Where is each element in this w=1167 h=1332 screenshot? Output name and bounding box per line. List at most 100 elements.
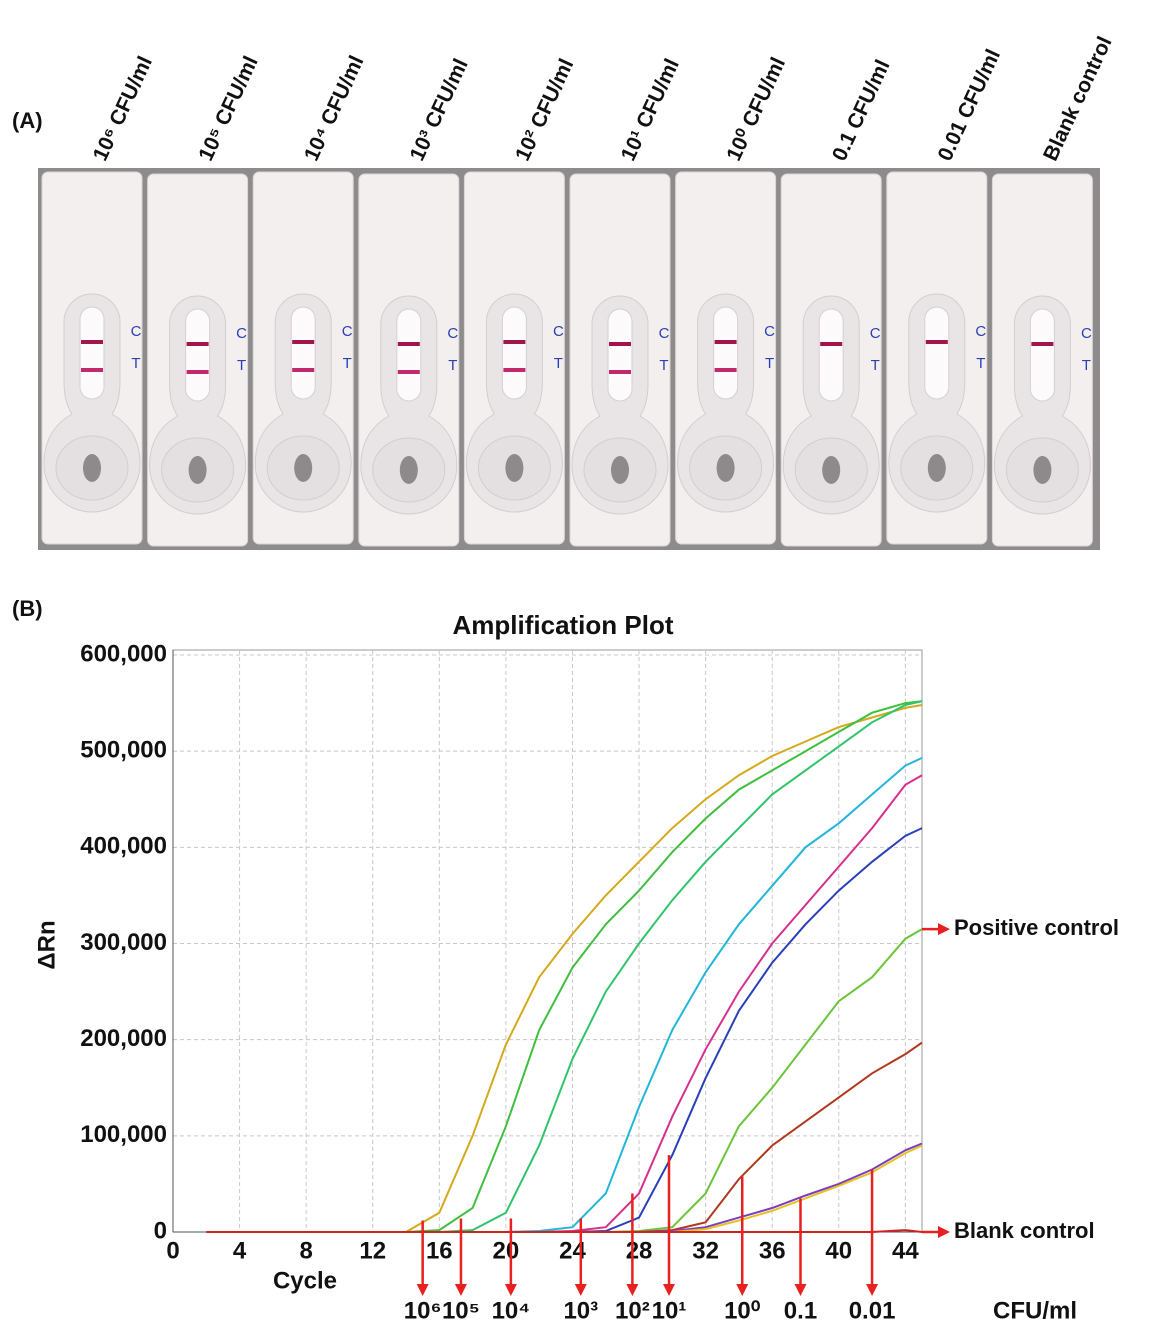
test-line [714,368,737,372]
strip-label: 10⁵ CFU/ml [194,53,262,165]
y-tick-label: 600,000 [80,640,167,667]
control-line [925,340,948,344]
ct-marker-label: 0.01 [849,1297,896,1324]
ct-marker-head [626,1284,639,1296]
ct-marker-head [866,1284,879,1296]
note-label: Blank control [954,1218,1095,1243]
strip-label: 10⁴ CFU/ml [300,52,369,164]
sample-hole [927,454,946,482]
strip-label: 10¹ CFU/ml [617,55,684,164]
test-mark: T [131,355,140,372]
x-tick-label: 32 [692,1237,719,1264]
series-line [206,827,923,1233]
x-axis-label: Cycle [273,1267,337,1294]
x-tick-label: 20 [493,1237,520,1264]
test-mark: T [448,357,457,374]
control-line [292,340,315,344]
test-mark: T [659,357,668,374]
series-line [206,700,923,1233]
sample-hole [716,454,735,482]
x-tick-label: 16 [426,1237,453,1264]
result-slot [607,308,633,402]
x-tick-label: 12 [359,1237,386,1264]
sample-hole [505,454,524,482]
result-slot [290,306,316,400]
test-mark: T [237,357,246,374]
sample-hole [294,454,313,482]
strip-label: 10⁶ CFU/ml [89,53,157,165]
control-line [397,342,420,346]
chart-title: Amplification Plot [453,610,674,640]
test-line [292,368,315,372]
control-mark: C [1081,325,1092,342]
test-strip: CT [675,171,777,545]
y-tick-label: 500,000 [80,737,167,764]
ct-marker-head [736,1284,749,1296]
strip-label: Blank control [1039,33,1117,164]
test-line [503,368,526,372]
ct-marker-label: 10⁵ [442,1297,480,1324]
ct-marker-head [663,1284,676,1296]
sample-hole [1033,456,1052,484]
control-mark: C [447,325,458,342]
result-slot [396,308,422,402]
x-tick-label: 24 [559,1237,586,1264]
test-line [186,370,209,374]
control-mark: C [131,323,142,340]
note-arrow-head [938,923,950,936]
result-slot [924,306,950,400]
control-mark: C [553,323,564,340]
test-mark: T [871,357,880,374]
control-mark: C [975,323,986,340]
test-strip: CT [463,171,565,545]
y-tick-label: 400,000 [80,833,167,860]
ct-marker-label: 10⁰ [724,1297,761,1324]
test-mark: T [976,355,985,372]
y-tick-label: 300,000 [80,929,167,956]
series-line [206,1229,923,1233]
control-mark: C [659,325,670,342]
strip-label: 0.01 CFU/ml [934,46,1006,165]
panel-label: (A) [12,108,43,133]
result-slot [1029,308,1055,402]
result-slot [185,308,211,402]
ct-marker-label: 0.1 [784,1297,817,1324]
y-tick-label: 100,000 [80,1121,167,1148]
result-slot [79,306,105,400]
control-line [609,342,631,346]
strip-label: 10⁰ CFU/ml [722,54,790,164]
test-line [397,370,420,374]
control-line [186,342,209,346]
ct-marker-label: 10¹ [652,1297,687,1324]
test-strip: CT [886,171,988,545]
test-strip: CT [991,173,1093,547]
ct-marker-label: 10² [615,1297,650,1324]
note-label: Positive control [954,915,1119,940]
series-line [206,774,923,1233]
note-arrow-head [938,1226,950,1238]
test-mark: T [765,355,774,372]
x-tick-label: 8 [299,1237,312,1264]
x-tick-label: 0 [166,1237,179,1264]
control-line [820,342,843,346]
control-mark: C [870,325,881,342]
test-mark: T [1082,357,1091,374]
control-line [503,340,526,344]
control-mark: C [236,325,247,342]
test-mark: T [343,355,352,372]
ct-unit: CFU/ml [993,1297,1077,1324]
sample-hole [822,456,841,484]
series-line [206,700,923,1233]
x-tick-label: 28 [626,1237,653,1264]
strip-label: 10² CFU/ml [511,55,578,164]
test-strip: CT [569,173,671,547]
strip-label: 0.1 CFU/ml [828,56,895,164]
plot-frame [172,649,923,1233]
x-tick-label: 44 [892,1237,919,1264]
result-slot [713,306,739,400]
series-line [206,1041,923,1233]
test-strip: CT [252,171,354,545]
series-line [206,1144,923,1233]
series-line [206,1142,923,1233]
